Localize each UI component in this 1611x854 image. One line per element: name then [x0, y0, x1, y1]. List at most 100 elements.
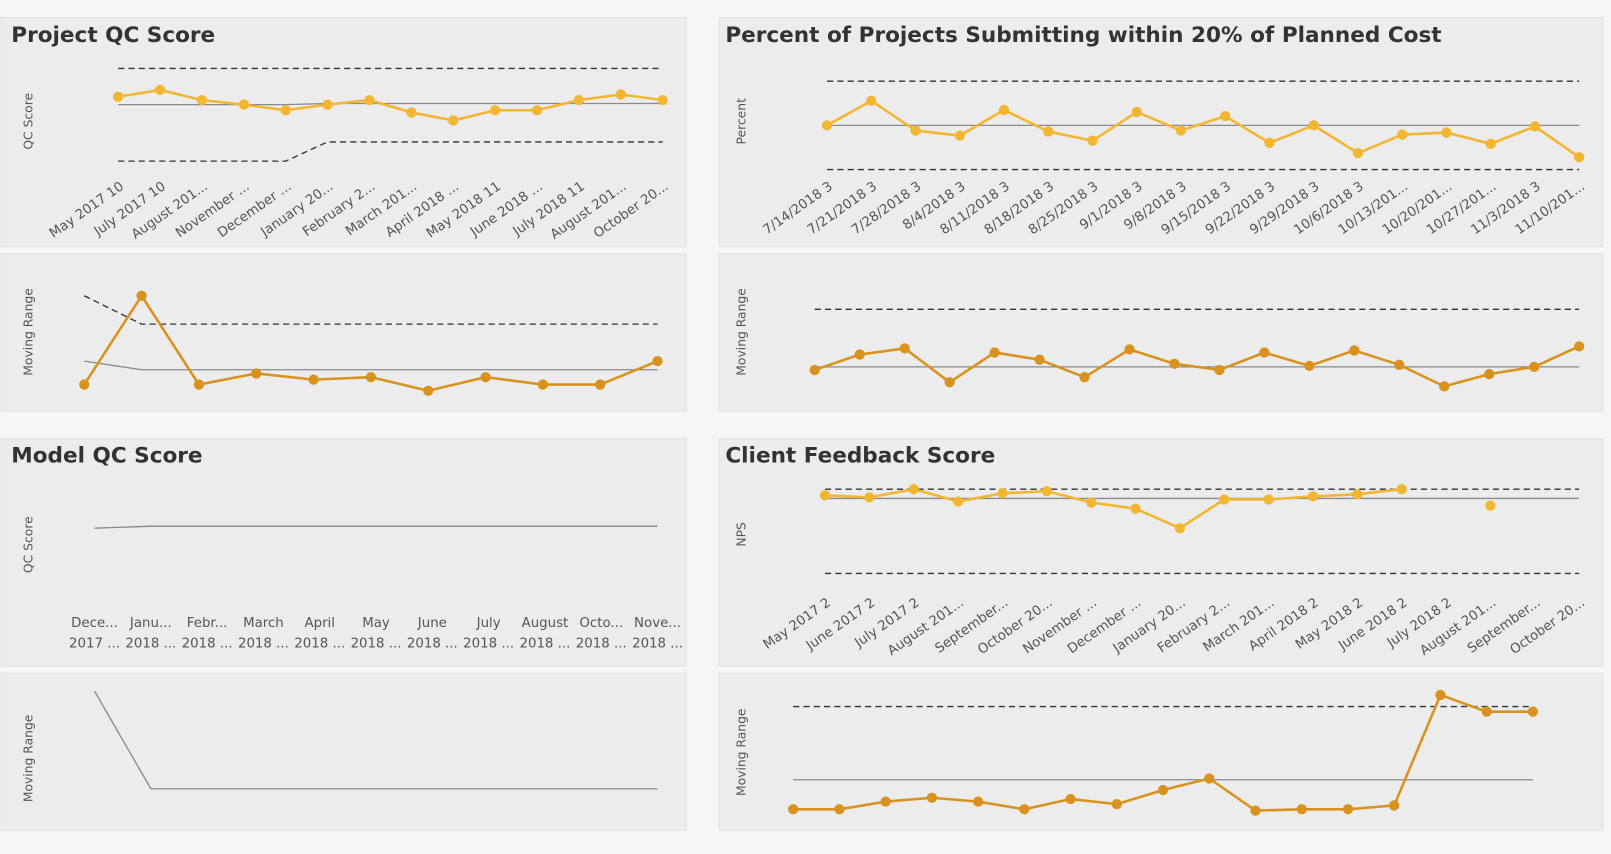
x-tick-label: June 2018 ...	[407, 616, 458, 652]
x-tick-label-line: 2018 ...	[294, 636, 345, 651]
x-tick-label-line: 2018 ...	[576, 636, 627, 651]
chart: Model QC Score QC Score Dece... 2017 ... Jan…	[0, 438, 687, 667]
data-point	[1529, 361, 1540, 373]
data-point	[322, 99, 333, 110]
x-tick-label-line: 2018 ...	[182, 636, 233, 651]
data-point	[1111, 799, 1122, 810]
data-point	[154, 84, 166, 96]
chart: Moving Range	[0, 672, 687, 831]
data-point	[1041, 486, 1052, 497]
data-point	[423, 385, 434, 396]
data-point	[908, 484, 919, 495]
data-point	[1485, 500, 1496, 511]
data-point	[365, 372, 377, 383]
y-axis-label: Moving Range	[21, 715, 35, 803]
data-point	[1065, 793, 1076, 805]
data-point	[1352, 147, 1364, 159]
x-tick-label-line: Febr...	[187, 616, 228, 631]
data-point	[1307, 491, 1319, 502]
panel	[718, 253, 1604, 412]
center-line	[93, 690, 658, 790]
x-tick-label-line: August	[522, 616, 569, 631]
data-point	[1259, 347, 1270, 358]
y-axis-label: Moving Range	[21, 288, 35, 376]
data-point	[926, 792, 938, 803]
y-axis-label: NPS	[734, 522, 748, 547]
data-point	[1204, 773, 1215, 784]
data-point	[954, 130, 965, 141]
data-point	[1352, 489, 1363, 500]
chart: Moving Range	[718, 672, 1604, 831]
data-point	[788, 804, 799, 815]
data-line	[117, 88, 663, 122]
data-point	[989, 347, 1000, 358]
x-tick-label: May 2018 ...	[351, 616, 402, 652]
y-axis-label: QC Score	[21, 93, 35, 150]
x-tick-label-line: 2018 ...	[125, 636, 176, 651]
x-tick-label-line: April	[304, 616, 334, 631]
data-point	[280, 105, 291, 116]
data-point	[1034, 354, 1045, 365]
data-point	[1394, 359, 1405, 370]
x-tick-label-line: Dece...	[71, 616, 118, 631]
y-axis-label: Moving Range	[734, 708, 748, 796]
x-tick-label: Nove... 2018 ...	[632, 616, 683, 652]
data-point	[944, 377, 955, 388]
chart-title: Client Feedback Score	[725, 443, 995, 468]
x-tick-label: March 2018 ...	[238, 616, 289, 652]
x-tick-label: April 2018 ...	[294, 616, 345, 652]
data-point	[1527, 706, 1539, 717]
data-point	[615, 89, 626, 100]
data-point	[1087, 135, 1098, 146]
data-point	[1529, 121, 1541, 132]
x-tick-label-line: 2018 ...	[238, 636, 289, 651]
data-point	[899, 343, 910, 354]
chart-title: Percent of Projects Submitting within 20…	[725, 23, 1441, 48]
data-point	[910, 125, 921, 136]
data-point	[251, 368, 262, 379]
data-line	[814, 345, 1580, 388]
x-tick-label-line: 2017 ...	[69, 636, 120, 651]
data-point	[1079, 372, 1090, 383]
center-line	[84, 360, 658, 371]
data-point	[113, 91, 124, 102]
x-tick-label-line: June	[417, 616, 447, 631]
x-tick-label-line: Nove...	[634, 616, 681, 631]
y-axis-label: Moving Range	[734, 288, 748, 376]
x-tick-label-line: Octo...	[579, 616, 623, 631]
upper-control-limit	[83, 295, 658, 325]
x-tick-label: Febr... 2018 ...	[182, 616, 233, 652]
data-point	[1397, 129, 1408, 140]
data-point	[1574, 152, 1585, 163]
data-point	[1435, 689, 1446, 701]
data-point	[809, 364, 820, 376]
data-point	[1174, 523, 1186, 534]
data-point	[1389, 800, 1400, 811]
x-tick-label: Octo... 2018 ...	[576, 616, 627, 652]
x-tick-label-line: July	[476, 616, 501, 631]
data-point	[79, 379, 90, 390]
y-axis-label: Percent	[734, 98, 748, 145]
data-point	[864, 492, 875, 503]
data-point	[531, 105, 543, 116]
y-axis-label: QC Score	[21, 516, 35, 573]
panel	[718, 16, 1604, 248]
data-point	[1086, 497, 1097, 508]
data-point	[1441, 127, 1452, 138]
data-point	[1220, 110, 1231, 122]
data-point	[1574, 341, 1585, 352]
data-point	[1043, 126, 1054, 137]
data-point	[406, 107, 417, 118]
x-tick-label-line: 2018 ...	[632, 636, 683, 651]
data-line	[826, 99, 1580, 159]
x-tick-label: Janu... 2018 ...	[125, 616, 176, 652]
data-point	[448, 115, 459, 126]
data-point	[1304, 360, 1315, 371]
data-point	[1342, 804, 1354, 815]
data-point	[490, 105, 501, 116]
data-point	[196, 94, 208, 106]
data-point	[1481, 706, 1492, 717]
data-point	[652, 355, 663, 367]
chart: Percent of Projects Submitting within 20…	[718, 16, 1604, 248]
